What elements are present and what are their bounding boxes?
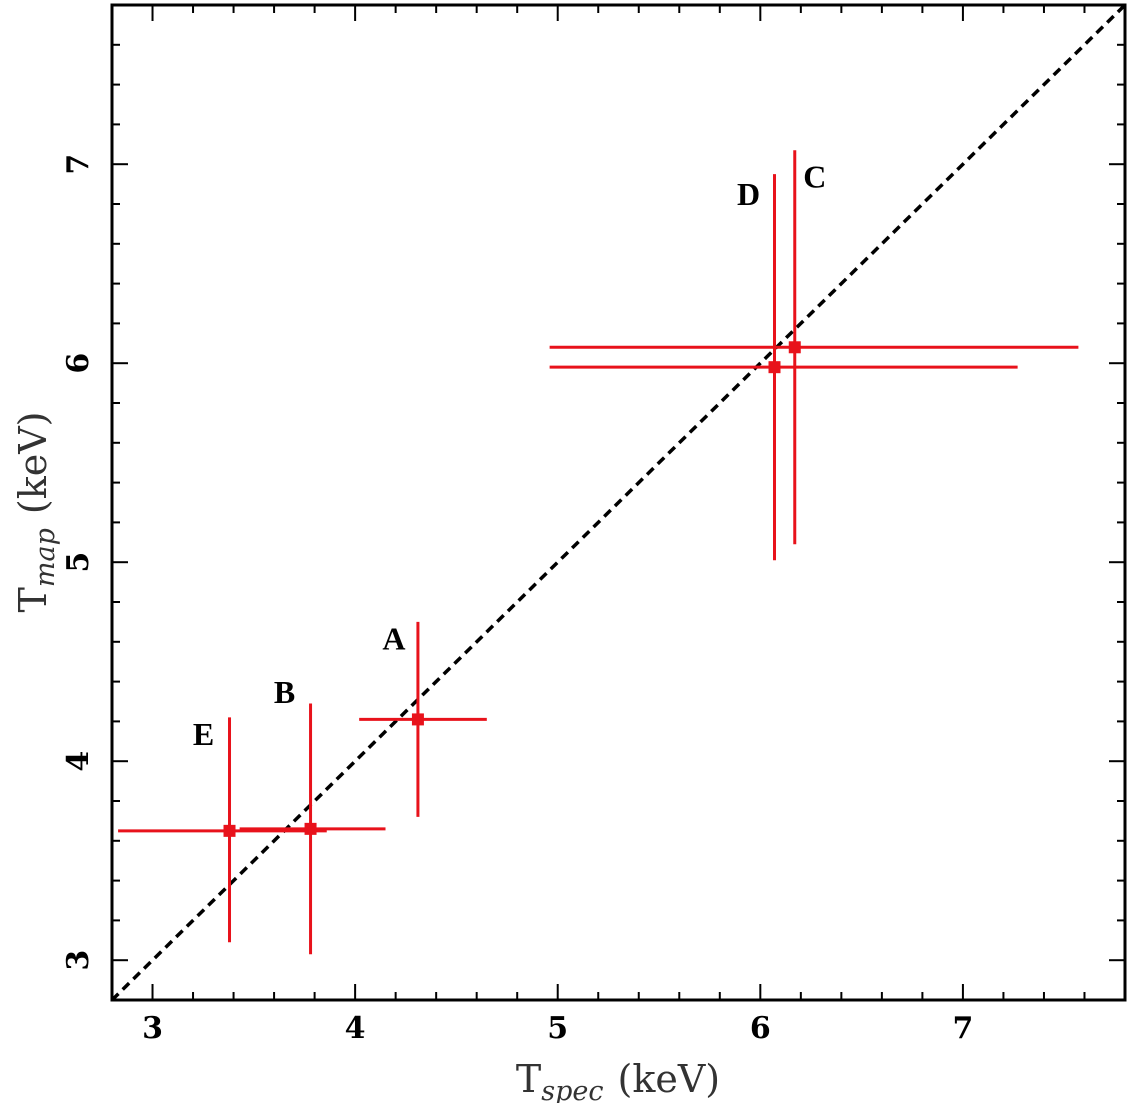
x-axis-label: Tspec (keV): [516, 1057, 720, 1103]
x-axis-label-sub: spec: [541, 1076, 603, 1103]
y-tick-label: 7: [61, 154, 96, 175]
point-label: C: [803, 158, 826, 194]
data-point-c: C: [549, 150, 1079, 545]
data-points: A B C D E: [118, 150, 1079, 955]
point-marker: [788, 341, 801, 354]
y-tick-label: 3: [61, 950, 96, 971]
point-label: A: [382, 620, 405, 656]
y-axis-label-unit: (keV): [11, 412, 55, 515]
plot-frame: [110, 3, 1127, 1002]
y-tick-label: 5: [61, 552, 96, 573]
y-axis-label: Tmap (keV): [11, 412, 61, 613]
x-tick-label: 3: [142, 1011, 163, 1046]
x-axis-label-main: T: [516, 1057, 541, 1101]
x-tick-label: 4: [345, 1011, 366, 1046]
identity-line: [110, 3, 1127, 1002]
y-tick-label: 6: [61, 353, 96, 374]
data-point-b: B: [239, 674, 386, 955]
data-point-e: E: [118, 716, 327, 943]
data-point-a: A: [359, 620, 487, 817]
tick-labels: 3 4 5 6 7 3 4 5 6 7: [61, 154, 973, 1046]
point-marker: [223, 824, 236, 837]
point-label: B: [274, 674, 295, 710]
x-tick-label: 5: [547, 1011, 568, 1046]
x-axis-label-unit: (keV): [618, 1057, 721, 1101]
y-axis-label-sub: map: [30, 528, 61, 587]
point-label: D: [737, 176, 760, 212]
data-point-d: D: [549, 174, 1018, 561]
x-tick-label: 6: [750, 1011, 771, 1046]
point-label: E: [193, 716, 214, 752]
x-tick-label: 7: [952, 1011, 973, 1046]
axis-ticks: [111, 4, 1126, 1001]
point-marker: [411, 713, 424, 726]
point-marker: [768, 361, 781, 374]
y-tick-label: 4: [61, 751, 96, 772]
y-axis-label-main: T: [11, 587, 55, 612]
point-marker: [304, 822, 317, 835]
